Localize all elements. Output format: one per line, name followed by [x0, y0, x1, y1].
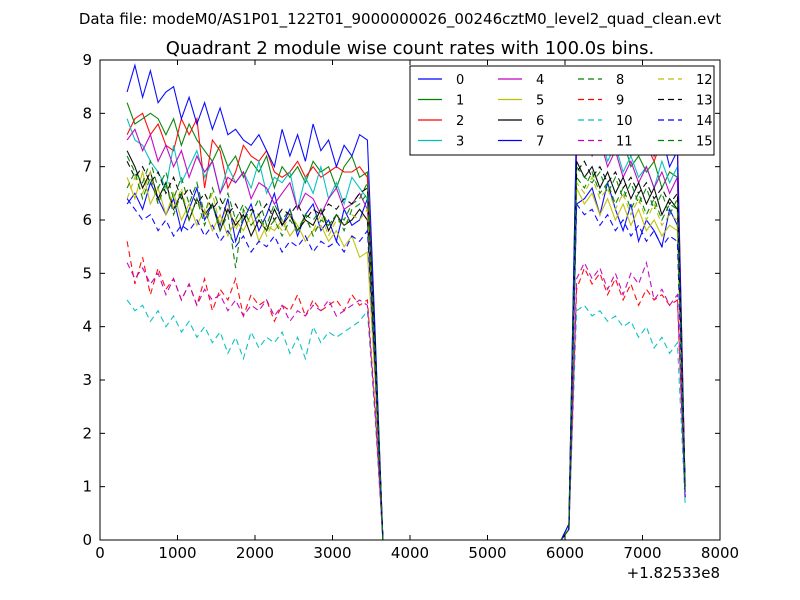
figure-suptitle: Data file: modeM0/AS1P01_122T01_90000000… [79, 10, 721, 29]
y-tick-label: 5 [82, 264, 92, 282]
legend-label-0: 0 [456, 73, 464, 88]
series-line-14 [126, 198, 686, 541]
x-tick-label: 5000 [468, 544, 506, 562]
y-tick-label: 3 [82, 371, 92, 389]
series-line-12 [126, 170, 686, 541]
x-tick-label: 3000 [313, 544, 351, 562]
legend-label-7: 7 [536, 135, 544, 150]
chart-title: Quadrant 2 module wise count rates with … [166, 38, 655, 59]
legend-label-12: 12 [696, 73, 713, 88]
x-tick-label: 8000 [701, 544, 739, 562]
legend-label-8: 8 [616, 73, 624, 88]
y-tick-label: 4 [82, 318, 92, 336]
legend-label-9: 9 [616, 94, 624, 109]
x-tick-label: 2000 [236, 544, 274, 562]
series-line-8 [126, 155, 686, 541]
y-tick-label: 9 [82, 51, 92, 69]
axis-ticks: 0 1000 2000 3000 4000 5000 6000 7000 80000123456… [82, 51, 739, 562]
y-tick-label: 8 [82, 104, 92, 122]
legend-label-1: 1 [456, 94, 464, 109]
y-tick-label: 0 [82, 531, 92, 549]
legend-label-15: 15 [696, 135, 713, 150]
legend-label-13: 13 [696, 94, 713, 109]
y-tick-label: 2 [82, 424, 92, 442]
y-tick-label: 6 [82, 211, 92, 229]
legend-label-14: 14 [696, 114, 713, 129]
y-tick-label: 7 [82, 158, 92, 176]
series-line-15 [126, 170, 686, 541]
legend-label-2: 2 [456, 114, 464, 129]
legend-label-3: 3 [456, 135, 464, 150]
legend-label-5: 5 [536, 94, 544, 109]
legend-label-10: 10 [616, 114, 633, 129]
x-tick-label: 1000 [158, 544, 196, 562]
legend-label-11: 11 [616, 135, 633, 150]
x-axis-offset-label: +1.82533e8 [627, 564, 720, 582]
x-tick-label: 6000 [546, 544, 584, 562]
x-tick-label: 0 [95, 544, 105, 562]
y-tick-label: 1 [82, 478, 92, 496]
series-line-9 [126, 241, 686, 541]
legend-label-6: 6 [536, 114, 544, 129]
x-tick-label: 7000 [623, 544, 661, 562]
legend-label-4: 4 [536, 73, 544, 88]
x-tick-label: 4000 [391, 544, 429, 562]
